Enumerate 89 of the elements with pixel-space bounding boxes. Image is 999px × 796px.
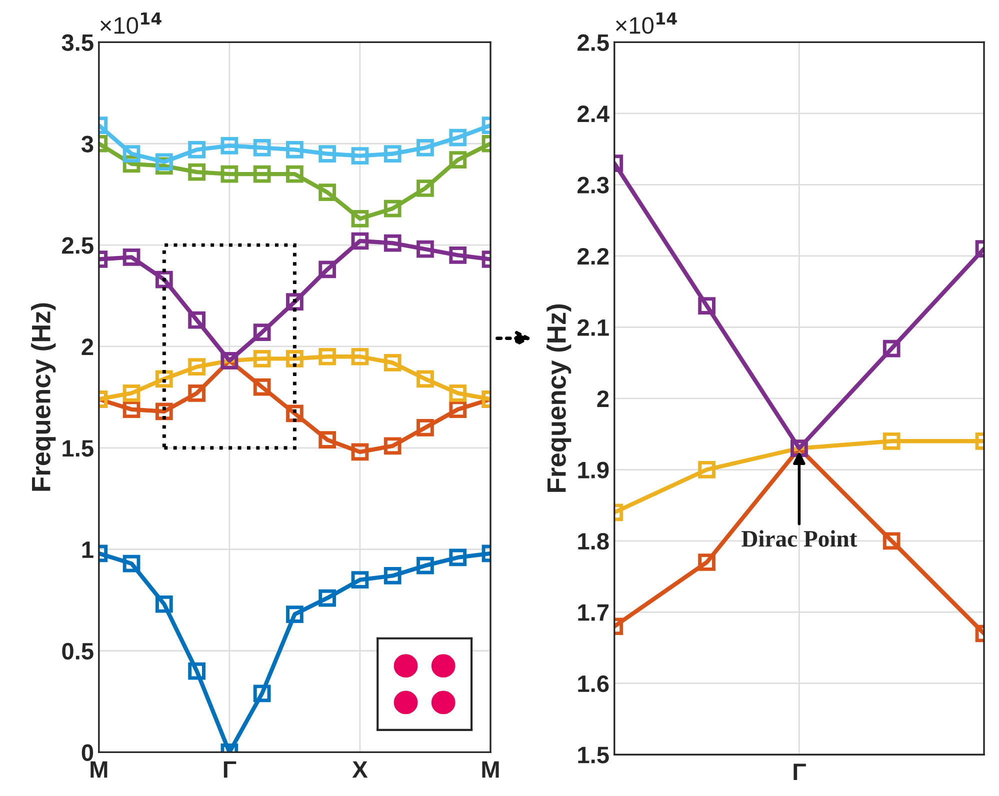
point xyxy=(253,139,271,156)
point xyxy=(286,293,304,311)
point xyxy=(351,210,369,228)
point xyxy=(449,128,467,146)
y-tick-label: 0.5 xyxy=(62,642,94,660)
point xyxy=(122,400,140,418)
point xyxy=(351,443,369,461)
point xyxy=(384,437,402,455)
y-tick-label: 2.4 xyxy=(578,106,610,122)
point xyxy=(188,163,206,181)
point xyxy=(286,165,304,183)
y-tick-label: 1.6 xyxy=(578,675,609,692)
point xyxy=(449,548,467,566)
point xyxy=(384,145,402,162)
point xyxy=(253,165,271,183)
text: ×10$^{14}$ xyxy=(100,12,162,34)
point xyxy=(449,384,467,402)
point xyxy=(416,556,434,574)
point xyxy=(416,180,434,197)
y-tick-label: 1.5 xyxy=(578,746,609,764)
point xyxy=(155,370,173,388)
y-tick-label: 2.5 xyxy=(578,34,609,51)
point xyxy=(416,139,434,156)
point xyxy=(416,240,434,258)
point xyxy=(188,662,206,680)
point xyxy=(188,358,206,376)
point xyxy=(122,145,140,162)
point xyxy=(286,606,304,623)
y-tick-label: 1.8 xyxy=(578,532,609,550)
point xyxy=(155,270,173,288)
point xyxy=(253,324,271,341)
point xyxy=(351,232,369,250)
point xyxy=(122,248,140,266)
point xyxy=(351,147,369,164)
point xyxy=(416,370,434,388)
point xyxy=(155,595,173,613)
y-tick-label: 2.2 xyxy=(578,248,609,264)
point xyxy=(220,165,238,183)
y-tick-label: 0 xyxy=(82,744,94,762)
point xyxy=(351,348,369,366)
point xyxy=(318,348,336,366)
x-tick-label: M xyxy=(482,761,499,778)
y-tick-label: 2 xyxy=(82,338,94,356)
point xyxy=(449,151,467,169)
y-tick-label: 2.3 xyxy=(578,176,609,194)
point xyxy=(384,200,402,218)
point xyxy=(416,418,434,436)
y-tick-label: 1 xyxy=(82,542,94,558)
point xyxy=(286,141,304,158)
point xyxy=(318,431,336,448)
point xyxy=(253,684,271,702)
point xyxy=(384,354,402,372)
point xyxy=(318,145,336,162)
point xyxy=(122,384,140,402)
x-tick-label: X xyxy=(352,761,368,778)
point xyxy=(253,350,271,368)
point xyxy=(449,246,467,264)
point xyxy=(318,260,336,278)
text: ×10$^{14}$ xyxy=(616,12,677,34)
y-tick-label: 1.5 xyxy=(62,440,94,457)
x-tick-label: Γ xyxy=(224,761,236,778)
x-tick-label: M xyxy=(90,761,108,778)
point xyxy=(188,141,206,158)
y-axis-title: Frequency (Hz) xyxy=(31,303,56,491)
y-tick-label: 1.9 xyxy=(578,462,609,478)
point xyxy=(155,402,173,420)
point xyxy=(318,589,336,607)
point xyxy=(155,153,173,171)
point xyxy=(188,384,206,402)
y-tick-label: 1.7 xyxy=(578,604,608,621)
y-tick-label: 2.1 xyxy=(578,319,609,336)
point xyxy=(384,234,402,252)
point xyxy=(384,567,402,584)
point xyxy=(286,350,304,368)
y-tick-label: 2.5 xyxy=(62,237,94,254)
y-tick-label: 3.5 xyxy=(62,34,94,52)
x-tick-label: Γ xyxy=(794,764,806,780)
point xyxy=(122,554,140,572)
point xyxy=(318,184,336,201)
point xyxy=(253,378,271,396)
point xyxy=(449,400,467,418)
annotation: Dirac Point xyxy=(742,530,858,547)
point xyxy=(188,311,206,329)
y-axis-title: Frequency (Hz) xyxy=(546,304,572,492)
y-tick-label: 3 xyxy=(81,136,94,152)
point xyxy=(351,571,369,588)
point xyxy=(286,404,304,422)
point xyxy=(220,136,238,154)
y-tick-label: 2 xyxy=(597,390,609,407)
